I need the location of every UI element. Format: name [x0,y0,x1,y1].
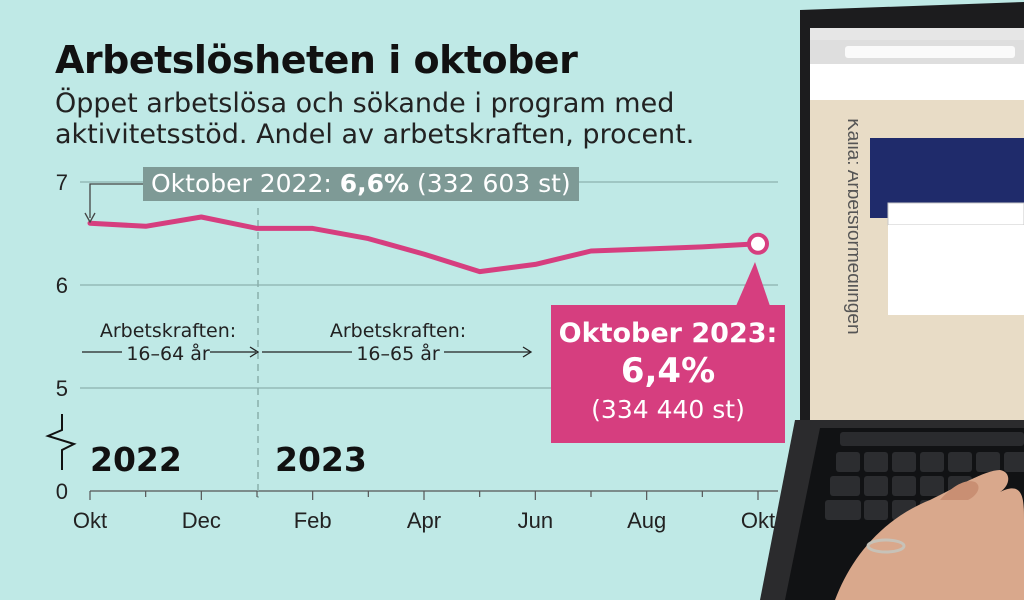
y-axis: 0 5 6 7 [56,170,68,504]
year-label-2023: 2023 [275,440,367,479]
laptop-illustration [760,2,1024,600]
x-axis: Okt Dec Feb Apr Jun Aug Okt [73,491,775,533]
chart-subtitle: Öppet arbetslösa och sökande i program m… [55,88,695,150]
x-tick-label: Okt [73,508,107,533]
svg-text:Källa: Arbetsförmedlingen: Källa: Arbetsförmedlingen [843,118,858,335]
y-tick-label: 7 [56,170,68,195]
x-tick-label: Apr [407,508,441,533]
end-annotation-count: (334 440 st) [591,395,745,424]
start-annotation: Oktober 2022: 6,6% (332 603 st) [143,167,579,201]
x-tick-label: Feb [294,508,332,533]
x-tick-label: Dec [182,508,221,533]
labor-force-label-1: Arbetskraften: 16–64 år [99,320,237,365]
end-callout-pointer [736,262,770,306]
end-point-marker [747,232,769,255]
x-tick-label: Okt [741,508,775,533]
y-tick-label: 0 [56,479,68,504]
y-tick-label: 5 [56,376,68,401]
series-line [87,214,761,275]
labor-arrow-head-icon [249,346,260,358]
y-axis-break-icon [45,414,77,470]
labor-force-label-2: Arbetskraften: 16–65 år [329,320,467,365]
labor-arrow-end-icon [522,346,533,358]
year-label-2022: 2022 [90,440,182,479]
end-annotation: Oktober 2023: 6,4% (334 440 st) [551,305,785,443]
end-annotation-label: Oktober 2023: [558,318,778,349]
y-tick-label: 6 [56,273,68,298]
x-tick-label: Jun [518,508,553,533]
start-arrow-head-icon [84,212,96,224]
start-arrow [89,183,143,218]
x-tick-label: Aug [627,508,666,533]
end-annotation-value: 6,4% [620,351,716,391]
source-label: Källa: Arbetsförmedlingen [843,118,858,335]
chart-title: Arbetslösheten i oktober [55,38,578,82]
